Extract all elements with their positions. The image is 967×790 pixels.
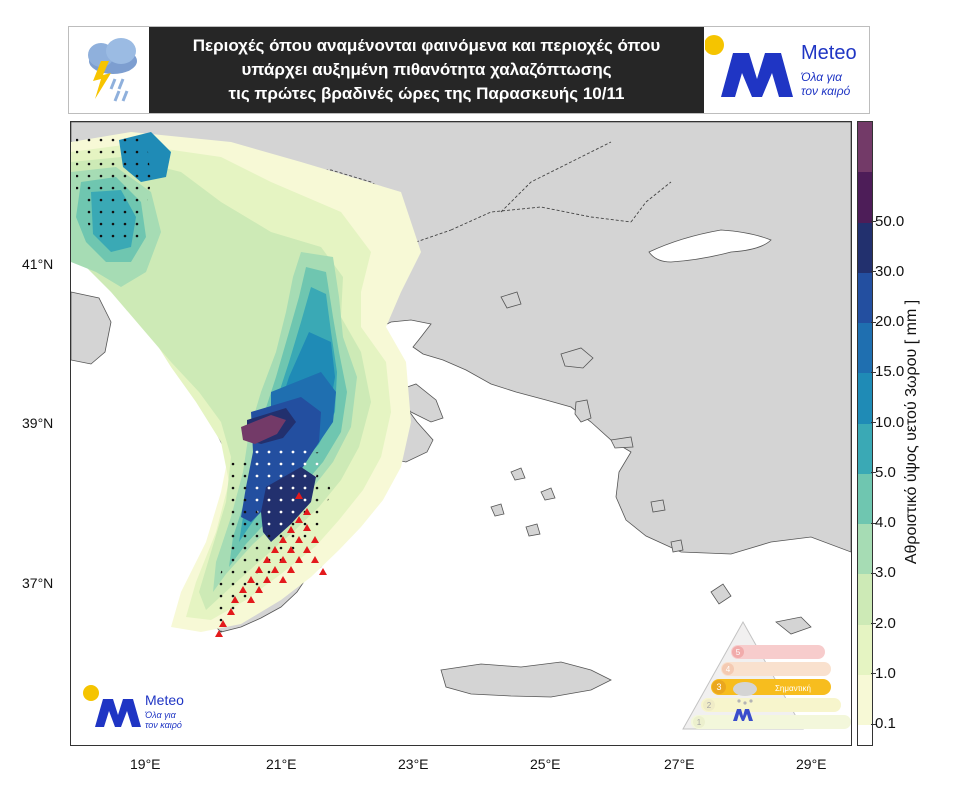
logo-mark — [721, 53, 793, 97]
samos-land — [610, 436, 634, 449]
map-panel: Meteo Όλα για τον καιρό 5 4 3 2 1 Σημαντ… — [70, 121, 852, 746]
brand-tagline-1: Όλα για — [800, 70, 843, 84]
sun-icon — [705, 35, 724, 55]
level-4-number: 4 — [726, 665, 731, 674]
lon-label-29: 29°E — [796, 756, 827, 772]
title-line-1: Περιοχές όπου αναμένονται φαινόμενα και … — [192, 36, 661, 55]
precip-extreme — [241, 415, 286, 444]
colorbar-tick-label: 15.0 — [875, 363, 905, 381]
lat-label-41: 41°N — [22, 256, 54, 272]
colorbar-tick-mark — [871, 723, 876, 725]
meteo-logo-bottom: Meteo Όλα για τον καιρό — [83, 685, 184, 730]
colorbar-segment — [858, 272, 872, 323]
brand-tagline-2: τον καιρό — [801, 84, 851, 98]
colorbar-tick-label: 50.0 — [875, 212, 905, 230]
meteo-logo: Meteo Όλα για τον καιρό — [705, 35, 857, 98]
lon-label-25: 25°E — [530, 756, 561, 772]
colorbar-segment — [858, 574, 872, 625]
brand-tagline-small-2: τον καιρό — [145, 720, 182, 730]
brand-name: Meteo — [801, 42, 857, 64]
colorbar-tick-mark — [871, 673, 876, 675]
logo-mark-small — [95, 699, 141, 727]
colorbar-segment — [858, 222, 872, 273]
colorbar-tick-mark — [871, 522, 876, 524]
level-1-bar — [691, 715, 851, 729]
colorbar-tick-label: 20.0 — [875, 313, 905, 330]
title-line-3: τις πρώτες βραδινές ώρες της Παρασκευής … — [228, 84, 625, 103]
map-canvas: Meteo Όλα για τον καιρό 5 4 3 2 1 Σημαντ… — [71, 122, 851, 745]
colorbar-tick-label: 4.0 — [875, 514, 896, 531]
colorbar-segment — [858, 624, 872, 675]
colorbar-tick-label: 1.0 — [875, 664, 896, 682]
map-title: Περιοχές όπου αναμένονται φαινόμενα και … — [149, 27, 704, 113]
colorbar-segment — [858, 172, 872, 223]
level-2-bar — [701, 698, 841, 712]
lat-label-37: 37°N — [22, 575, 54, 591]
colorbar-tick-label: 3.0 — [875, 564, 896, 582]
colorbar-tick-mark — [871, 371, 876, 373]
colorbar-tick-mark — [871, 572, 876, 574]
colorbar-segment — [858, 473, 872, 524]
colorbar-segment — [858, 725, 872, 745]
phenomena-dot-area-white — [249, 442, 319, 532]
dodecanese-2 — [670, 539, 684, 553]
storm-cloud-lightning-icon — [88, 38, 137, 102]
level-4-bar — [721, 662, 831, 676]
lesvos-land — [560, 347, 594, 369]
lon-label-23: 23°E — [398, 756, 429, 772]
colorbar-tick-mark — [871, 321, 876, 323]
header-banner: Περιοχές όπου αναμένονται φαινόμενα και … — [68, 26, 870, 114]
title-line-2: υπάρχει αυξημένη πιθανότητα χαλαζόπτωσης — [241, 60, 612, 79]
marmara-sea — [648, 229, 772, 263]
colorbar-tick-mark — [871, 422, 876, 423]
colorbar-tick-label: 10.0 — [875, 413, 905, 431]
precipitation-colorbar — [857, 121, 873, 746]
colorbar-tick-label: 5.0 — [875, 463, 896, 481]
level-2-number: 2 — [707, 701, 712, 710]
dodecanese-1 — [650, 499, 666, 513]
phenomena-dot-area-north — [76, 132, 151, 247]
level-1-number: 1 — [697, 718, 702, 727]
colorbar-segment — [858, 423, 872, 474]
cyclades-4 — [525, 523, 541, 537]
colorbar-segment — [858, 524, 872, 575]
colorbar-segment — [858, 122, 872, 173]
brand-name-small: Meteo — [145, 692, 184, 708]
warning-pyramid-legend: 5 4 3 2 1 Σημαντική — [682, 620, 851, 730]
cyprus-hint — [775, 616, 812, 635]
legend-logo-mark — [733, 709, 753, 721]
cyclades-1 — [510, 467, 526, 481]
colorbar-segment — [858, 373, 872, 424]
crete-land — [440, 661, 612, 698]
colorbar-tick-label: 0.1 — [875, 715, 896, 732]
level-3-bar — [711, 679, 831, 695]
brand-tagline-small-1: Όλα για — [144, 710, 177, 720]
colorbar-label-text: Αθροιστικό ύψος υετού 3ωρου [ mm ] — [903, 299, 920, 565]
sun-icon-small — [83, 685, 99, 701]
level-5-number: 5 — [736, 648, 741, 657]
lon-label-19: 19°E — [130, 756, 161, 772]
colorbar-tick-mark — [871, 271, 876, 273]
colorbar-tick-mark — [871, 221, 876, 222]
level-5-bar — [731, 645, 825, 659]
chios-land — [574, 399, 592, 423]
colorbar-tick-label: 30.0 — [875, 262, 905, 280]
colorbar-tick-mark — [871, 472, 876, 474]
colorbar-tick-label: 2.0 — [875, 614, 896, 632]
level-3-number: 3 — [716, 682, 721, 692]
italy-land — [71, 291, 112, 365]
hail-cloud-icon — [733, 682, 757, 705]
level-3-label: Σημαντική — [775, 684, 811, 693]
rhodes-land — [710, 583, 732, 605]
lon-label-27: 27°E — [664, 756, 695, 772]
lat-label-39: 39°N — [22, 415, 54, 431]
hail-markers — [215, 492, 327, 637]
limnos-land — [500, 291, 522, 309]
colorbar-tick-mark — [871, 623, 876, 624]
cyclades-3 — [490, 503, 505, 517]
cyclades-2 — [540, 487, 556, 501]
lon-label-21: 21°E — [266, 756, 297, 772]
colorbar-segment — [858, 323, 872, 374]
colorbar-segment — [858, 674, 872, 725]
